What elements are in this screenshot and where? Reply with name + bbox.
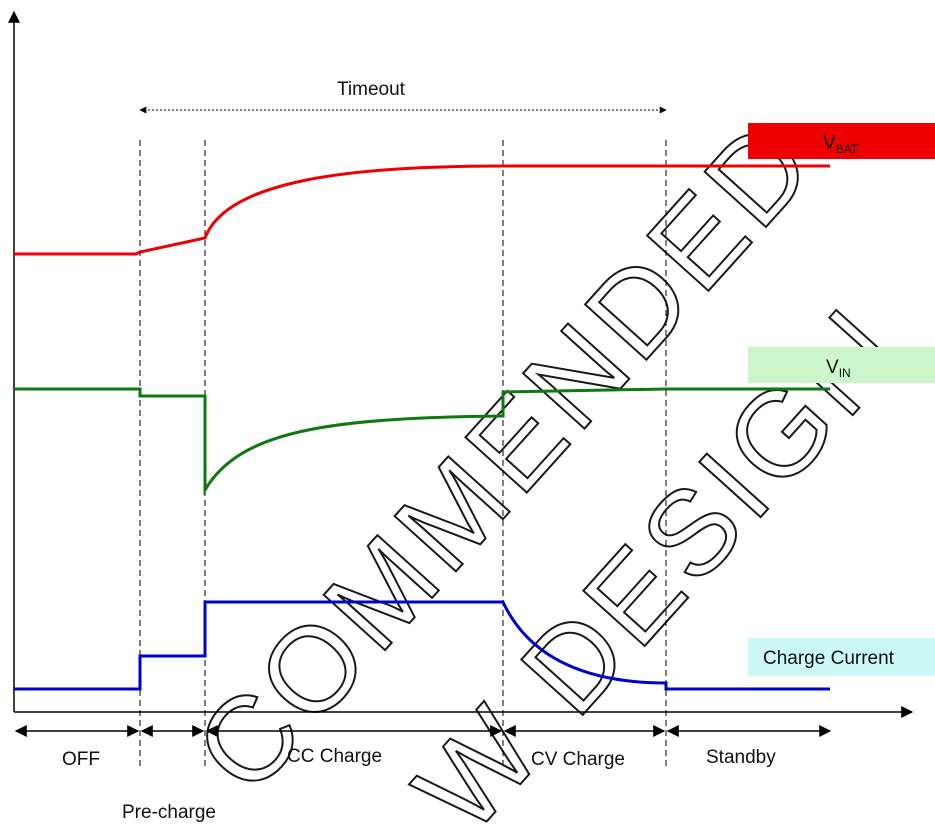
- legend-vin-main: V: [826, 357, 839, 378]
- legend-vbat-swatch: [748, 123, 935, 159]
- timeout-label: Timeout: [337, 79, 406, 100]
- phase-label-precharge: Pre-charge: [122, 802, 216, 823]
- vbat-trace: [14, 164, 830, 256]
- phase-label-cc: CC Charge: [287, 746, 382, 767]
- legend-vin-text: VIN: [826, 357, 851, 380]
- legend-vin-swatch: [748, 347, 935, 383]
- vin-trace: [14, 387, 830, 496]
- legend-vbat: VBAT: [748, 123, 935, 159]
- legend-current: Charge Current: [748, 638, 935, 676]
- legend-current-swatch: [748, 638, 935, 676]
- legend-vin: VIN: [748, 347, 935, 383]
- phase-label-off: OFF: [62, 749, 100, 770]
- legend-vbat-text: VBAT: [823, 133, 859, 156]
- phase-label-cv: CV Charge: [531, 749, 625, 770]
- legend-vin-sub: IN: [839, 366, 851, 380]
- watermark: COMMENDED W DESIGN: [169, 92, 929, 827]
- legend-current-label: Charge Current: [763, 648, 895, 669]
- phase-label-standby: Standby: [706, 747, 776, 768]
- legend-vbat-main: V: [823, 133, 836, 154]
- current-trace: [14, 600, 830, 691]
- legend-vbat-sub: BAT: [836, 142, 859, 156]
